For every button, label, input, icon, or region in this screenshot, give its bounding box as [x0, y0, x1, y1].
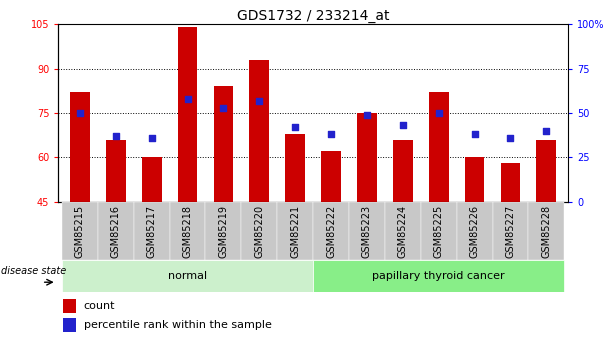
Bar [170, 202, 206, 260]
Text: GSM85224: GSM85224 [398, 205, 408, 258]
Point [218, 105, 228, 110]
Text: count: count [84, 301, 116, 311]
Point [470, 131, 480, 137]
Bar [178, 27, 198, 202]
Bar [429, 92, 449, 202]
Text: GSM85225: GSM85225 [434, 205, 444, 258]
Bar [98, 202, 134, 260]
Point [182, 96, 192, 101]
Text: GSM85218: GSM85218 [182, 205, 193, 258]
Point [147, 135, 156, 141]
Point [434, 110, 444, 116]
Bar [457, 202, 492, 260]
Text: GSM85223: GSM85223 [362, 205, 372, 258]
Bar [421, 202, 457, 260]
Point [290, 125, 300, 130]
Bar [63, 318, 76, 332]
Bar [465, 157, 485, 202]
Text: GSM85217: GSM85217 [147, 205, 157, 258]
Bar [321, 151, 341, 202]
Bar [142, 157, 162, 202]
Bar [536, 140, 556, 202]
Bar [528, 202, 564, 260]
Bar [249, 60, 269, 202]
Point [111, 133, 120, 139]
Bar [313, 202, 349, 260]
Text: GSM85228: GSM85228 [541, 205, 551, 258]
Bar [134, 202, 170, 260]
Point [75, 110, 85, 116]
Bar [70, 92, 90, 202]
Bar [206, 202, 241, 260]
Title: GDS1732 / 233214_at: GDS1732 / 233214_at [237, 9, 389, 23]
Text: GSM85215: GSM85215 [75, 205, 85, 258]
Text: GSM85227: GSM85227 [505, 205, 516, 258]
Text: GSM85221: GSM85221 [290, 205, 300, 258]
Point [326, 131, 336, 137]
Bar [241, 202, 277, 260]
Text: disease state: disease state [1, 266, 66, 276]
Bar [492, 202, 528, 260]
Bar [285, 134, 305, 202]
Point [398, 123, 408, 128]
Bar [393, 140, 413, 202]
Bar [349, 202, 385, 260]
Bar [357, 113, 377, 202]
Point [506, 135, 516, 141]
Bar [313, 260, 564, 292]
Point [254, 98, 264, 103]
Bar [106, 140, 126, 202]
Text: GSM85226: GSM85226 [469, 205, 480, 258]
Point [542, 128, 551, 134]
Bar [500, 163, 520, 202]
Bar [62, 202, 98, 260]
Bar [63, 299, 76, 313]
Text: GSM85220: GSM85220 [254, 205, 264, 258]
Bar [277, 202, 313, 260]
Text: papillary thyroid cancer: papillary thyroid cancer [372, 271, 505, 281]
Point [362, 112, 372, 118]
Text: GSM85216: GSM85216 [111, 205, 121, 258]
Text: percentile rank within the sample: percentile rank within the sample [84, 320, 272, 330]
Bar [213, 86, 233, 202]
Text: normal: normal [168, 271, 207, 281]
Text: GSM85222: GSM85222 [326, 205, 336, 258]
Bar [385, 202, 421, 260]
Bar [62, 260, 313, 292]
Text: GSM85219: GSM85219 [218, 205, 229, 258]
